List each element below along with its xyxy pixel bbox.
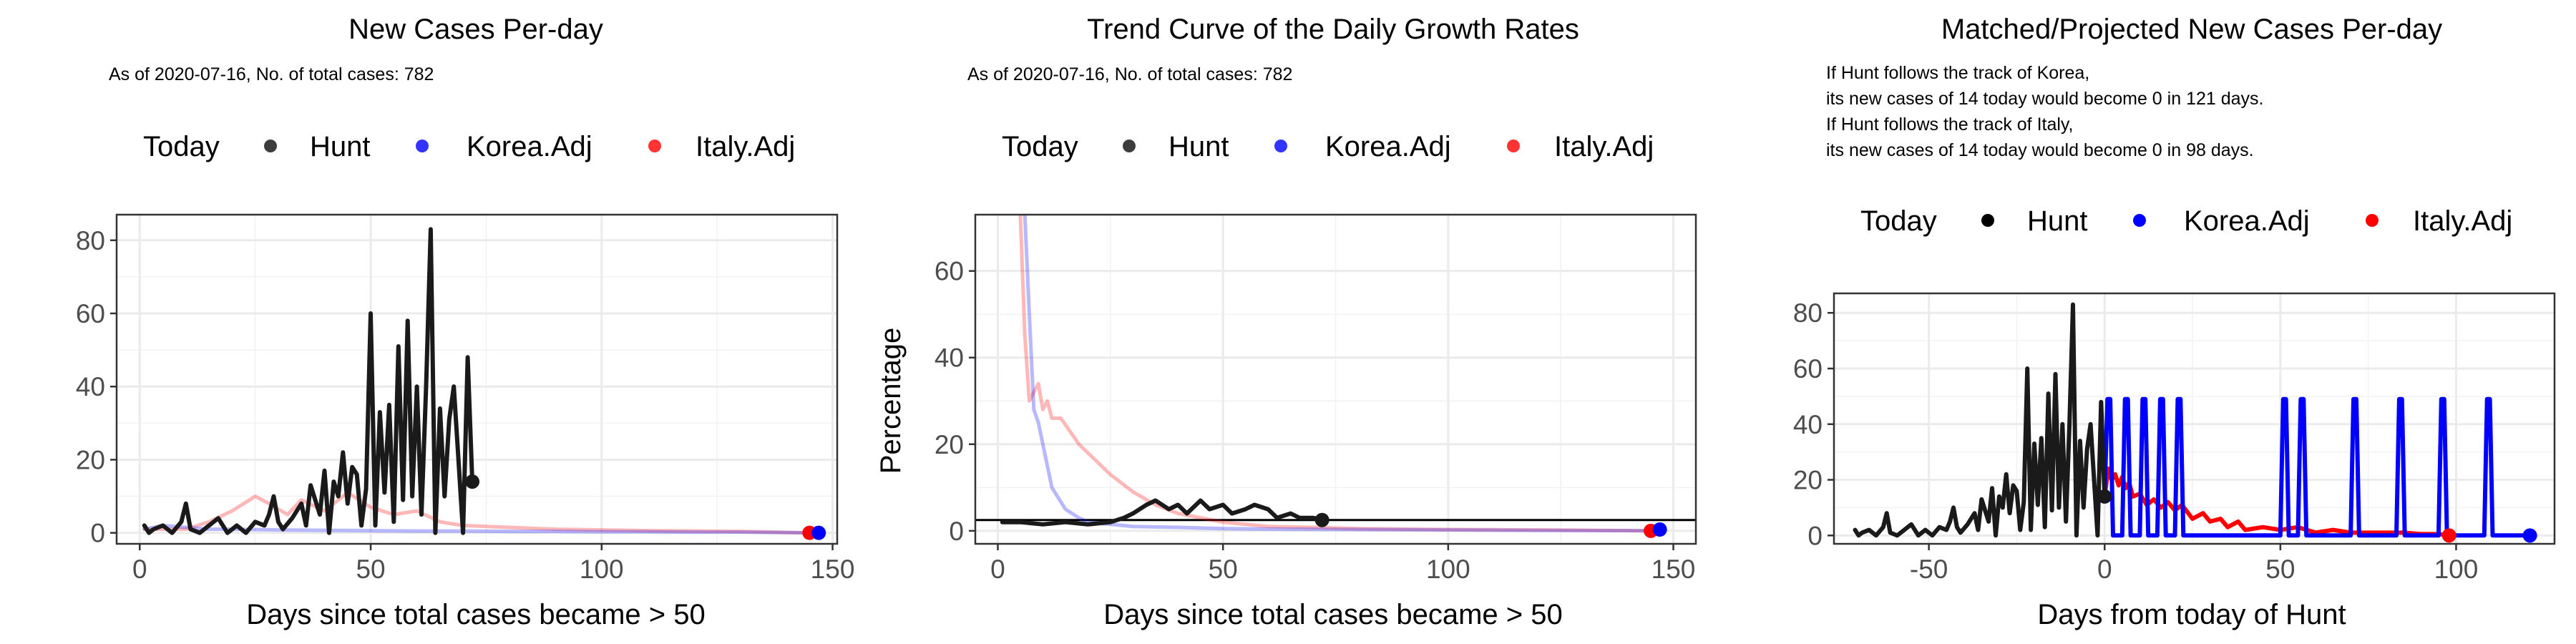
panel2-x-tick-label: 100 bbox=[1426, 555, 1470, 584]
panel2-line-hunt bbox=[1000, 498, 1324, 527]
panel1-x-axis-label: Days since total cases became > 50 bbox=[246, 599, 705, 630]
panel2-subtitle: As of 2020-07-16, No. of total cases: 78… bbox=[967, 64, 1292, 84]
panel-projected: Matched/Projected New Cases Per-day If H… bbox=[1793, 14, 2556, 630]
panel2-x-axis-label: Days since total cases became > 50 bbox=[1103, 599, 1562, 630]
panel3-legend: Today Hunt Korea.Adj Italy.Adj bbox=[1860, 205, 2512, 237]
panel2-panel-border bbox=[974, 213, 1697, 545]
panel1-x-tick-label: 0 bbox=[132, 555, 147, 584]
panel2-series-group bbox=[975, 215, 1696, 533]
panel1-y-tick-label: 60 bbox=[76, 299, 105, 328]
panel1-y-tick-label: 80 bbox=[76, 226, 105, 255]
panel2-legend-hunt-dot bbox=[1123, 140, 1136, 152]
panel3-line-korea-adj bbox=[2102, 396, 2532, 538]
panel-new-cases: New Cases Per-day As of 2020-07-16, No. … bbox=[76, 14, 855, 630]
panel2-y-tick-label: 20 bbox=[935, 430, 964, 459]
panel3-today-point-korea-adj bbox=[2522, 528, 2537, 543]
panel3-y-tick-label: 0 bbox=[1807, 521, 1823, 550]
panel3-subtitle-line2: its new cases of 14 today would become 0… bbox=[1826, 89, 2263, 109]
panel3-legend-korea-dot bbox=[2133, 214, 2146, 227]
panel1-x-tick-label: 150 bbox=[811, 555, 855, 584]
panel1-line-hunt bbox=[142, 227, 474, 535]
panel3-legend-korea: Korea.Adj bbox=[2184, 205, 2310, 237]
panel2-legend-korea: Korea.Adj bbox=[1325, 131, 1451, 162]
panel1-line-italy-adj bbox=[142, 490, 811, 535]
panel3-series-group bbox=[1853, 302, 2532, 538]
panel1-y-tick-label: 0 bbox=[90, 519, 105, 548]
panel3-legend-italy: Italy.Adj bbox=[2413, 205, 2512, 237]
panel2-plot-area: 0 50 100 150 0 20 40 60 bbox=[935, 213, 1697, 584]
panel3-x-tick-label: 0 bbox=[2097, 555, 2112, 584]
panel1-y-tick-label: 40 bbox=[76, 372, 105, 401]
panel3-y-tick-label: 40 bbox=[1793, 410, 1823, 439]
panel2-x-tick-label: 0 bbox=[990, 555, 1005, 584]
panel2-y-tick-label: 60 bbox=[935, 257, 964, 286]
panel1-legend-italy: Italy.Adj bbox=[696, 131, 795, 162]
panel3-subtitle-line3: If Hunt follows the track of Italy, bbox=[1826, 114, 2074, 135]
panel1-x-tick-label: 100 bbox=[580, 555, 624, 584]
panel1-legend-hunt-dot bbox=[264, 140, 277, 152]
panel3-x-tick-label: 50 bbox=[2265, 555, 2295, 584]
panel3-panel-border bbox=[1833, 292, 2556, 545]
panel1-panel-bg bbox=[117, 215, 837, 544]
panel2-today-point-korea-adj bbox=[1652, 522, 1667, 537]
panel3-panel-bg bbox=[1834, 293, 2555, 544]
panel1-plot-area: 0 50 100 150 0 20 40 60 80 bbox=[76, 213, 855, 584]
panel3-legend-title: Today bbox=[1860, 205, 1937, 237]
panel1-today-point-hunt bbox=[465, 474, 480, 489]
panel3-subtitle-line4: its new cases of 14 today would become 0… bbox=[1826, 140, 2254, 160]
panel2-today-point-hunt bbox=[1314, 512, 1330, 527]
panel1-legend-hunt: Hunt bbox=[310, 131, 371, 162]
panel1-legend: Today Hunt Korea.Adj Italy.Adj bbox=[143, 131, 795, 162]
panel1-line-korea-adj bbox=[142, 523, 821, 535]
panel-growth-rates: Trend Curve of the Daily Growth Rates As… bbox=[875, 14, 1697, 630]
panel2-legend-korea-dot bbox=[1274, 140, 1287, 152]
panel1-legend-italy-dot bbox=[648, 140, 661, 152]
panel2-legend-title: Today bbox=[1002, 131, 1078, 162]
panel3-legend-hunt-dot bbox=[1981, 214, 1994, 227]
panel2-line-italy-adj bbox=[1018, 215, 1653, 533]
panel3-subtitle-line1: If Hunt follows the track of Korea, bbox=[1826, 63, 2089, 83]
panel3-plot-area: -50 0 50 100 0 20 40 60 80 bbox=[1793, 292, 2556, 584]
panel1-x-tick-label: 50 bbox=[356, 555, 385, 584]
panel3-legend-hunt: Hunt bbox=[2027, 205, 2088, 237]
panel1-subtitle: As of 2020-07-16, No. of total cases: 78… bbox=[109, 64, 434, 84]
panel1-today-point-korea-adj bbox=[811, 525, 826, 540]
panel2-x-tick-label: 150 bbox=[1652, 555, 1696, 584]
panel2-y-tick-label: 40 bbox=[935, 343, 964, 373]
panel2-y-axis-label: Percentage bbox=[875, 328, 907, 474]
panel2-legend: Today Hunt Korea.Adj Italy.Adj bbox=[1002, 131, 1654, 162]
panel3-y-tick-label: 80 bbox=[1793, 298, 1823, 328]
panel1-series-group bbox=[142, 227, 821, 535]
panel3-x-tick-label: -50 bbox=[1910, 555, 1948, 584]
panel3-title: Matched/Projected New Cases Per-day bbox=[1941, 14, 2442, 45]
panel2-y-tick-label: 0 bbox=[949, 517, 964, 546]
panel1-legend-title: Today bbox=[143, 131, 220, 162]
panel3-y-tick-label: 60 bbox=[1793, 354, 1823, 384]
panel1-title: New Cases Per-day bbox=[348, 14, 603, 45]
panel2-x-tick-label: 50 bbox=[1209, 555, 1238, 584]
panel1-legend-korea: Korea.Adj bbox=[467, 131, 592, 162]
panel2-legend-italy-dot bbox=[1507, 140, 1520, 152]
panel3-y-tick-label: 20 bbox=[1793, 466, 1823, 495]
panel3-legend-italy-dot bbox=[2366, 214, 2379, 227]
panel3-today-point-italy-adj bbox=[2441, 528, 2457, 543]
panel3-today-point-hunt bbox=[2097, 489, 2112, 504]
panel2-legend-hunt: Hunt bbox=[1169, 131, 1229, 162]
panel1-y-tick-label: 20 bbox=[76, 445, 105, 474]
panel2-legend-italy: Italy.Adj bbox=[1554, 131, 1654, 162]
panel1-legend-korea-dot bbox=[416, 140, 429, 152]
panel3-x-tick-label: 100 bbox=[2434, 555, 2479, 584]
panel3-x-axis-label: Days from today of Hunt bbox=[2037, 599, 2346, 630]
panel1-panel-border bbox=[115, 213, 839, 545]
panel3-line-hunt bbox=[1853, 302, 2107, 538]
panel2-title: Trend Curve of the Daily Growth Rates bbox=[1087, 14, 1579, 45]
